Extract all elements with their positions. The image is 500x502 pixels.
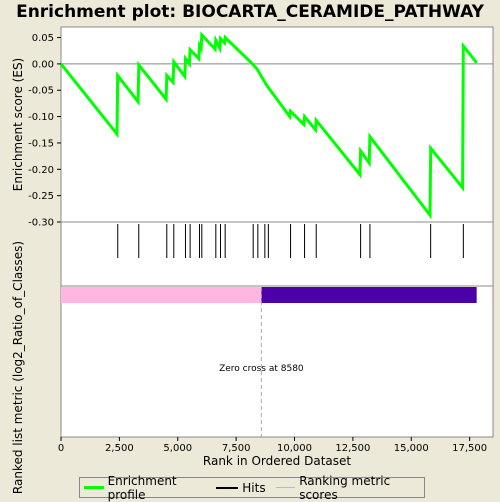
y-tick-label: -0.30 <box>28 218 54 229</box>
y-axis-label-es: Enrichment score (ES) <box>11 58 25 191</box>
legend-swatch-enrichment <box>84 486 104 489</box>
ranking-negative-bar <box>261 287 477 303</box>
y-tick-label: -0.10 <box>28 112 54 123</box>
x-tick-label: 7,500 <box>222 443 251 454</box>
y-axis-label-metric: Ranked list metric (log2_Ratio_of_Classe… <box>11 241 25 494</box>
y-tick-label: 0.00 <box>32 59 54 70</box>
y-tick-label: -0.05 <box>28 86 54 97</box>
legend-item-hits: Hits <box>216 480 266 495</box>
legend-label-hits: Hits <box>242 480 266 495</box>
legend-swatch-ranking <box>275 487 296 488</box>
y-tick-label: 0.05 <box>32 33 54 44</box>
x-tick-label: 10,000 <box>277 443 312 454</box>
ranking-metric-panel <box>60 285 494 438</box>
legend-item-ranking: Ranking metric scores <box>275 473 418 502</box>
x-tick-label: 15,000 <box>394 443 429 454</box>
x-tick-label: 5,000 <box>163 443 192 454</box>
x-axis-label: Rank in Ordered Dataset <box>203 454 351 468</box>
es-plot-area <box>60 26 494 223</box>
enrichment-profile-line <box>59 31 478 220</box>
legend-label-ranking: Ranking metric scores <box>299 473 391 502</box>
legend-item-enrichment: Enrichment profile <box>84 474 206 502</box>
y-tick-label: -0.25 <box>28 191 54 202</box>
legend-label-enrichment: Enrichment profile <box>107 473 177 502</box>
zero-cross-annotation: Zero cross at 8580 <box>219 364 304 374</box>
legend-swatch-hits <box>216 486 239 489</box>
legend: Enrichment profile Hits Ranking metric s… <box>79 474 425 502</box>
y-tick-label: -0.20 <box>28 165 54 176</box>
x-tick-label: 2,500 <box>105 443 134 454</box>
x-tick-label: 12,500 <box>335 443 370 454</box>
ranking-positive-bar <box>61 287 262 303</box>
x-tick-label: 17,500 <box>452 443 487 454</box>
chart-title: Enrichment plot: BIOCARTA_CERAMIDE_PATHW… <box>16 2 484 22</box>
y-tick-label: -0.15 <box>28 138 54 149</box>
hits-panel <box>60 221 494 287</box>
x-tick-label: 0 <box>58 443 64 454</box>
